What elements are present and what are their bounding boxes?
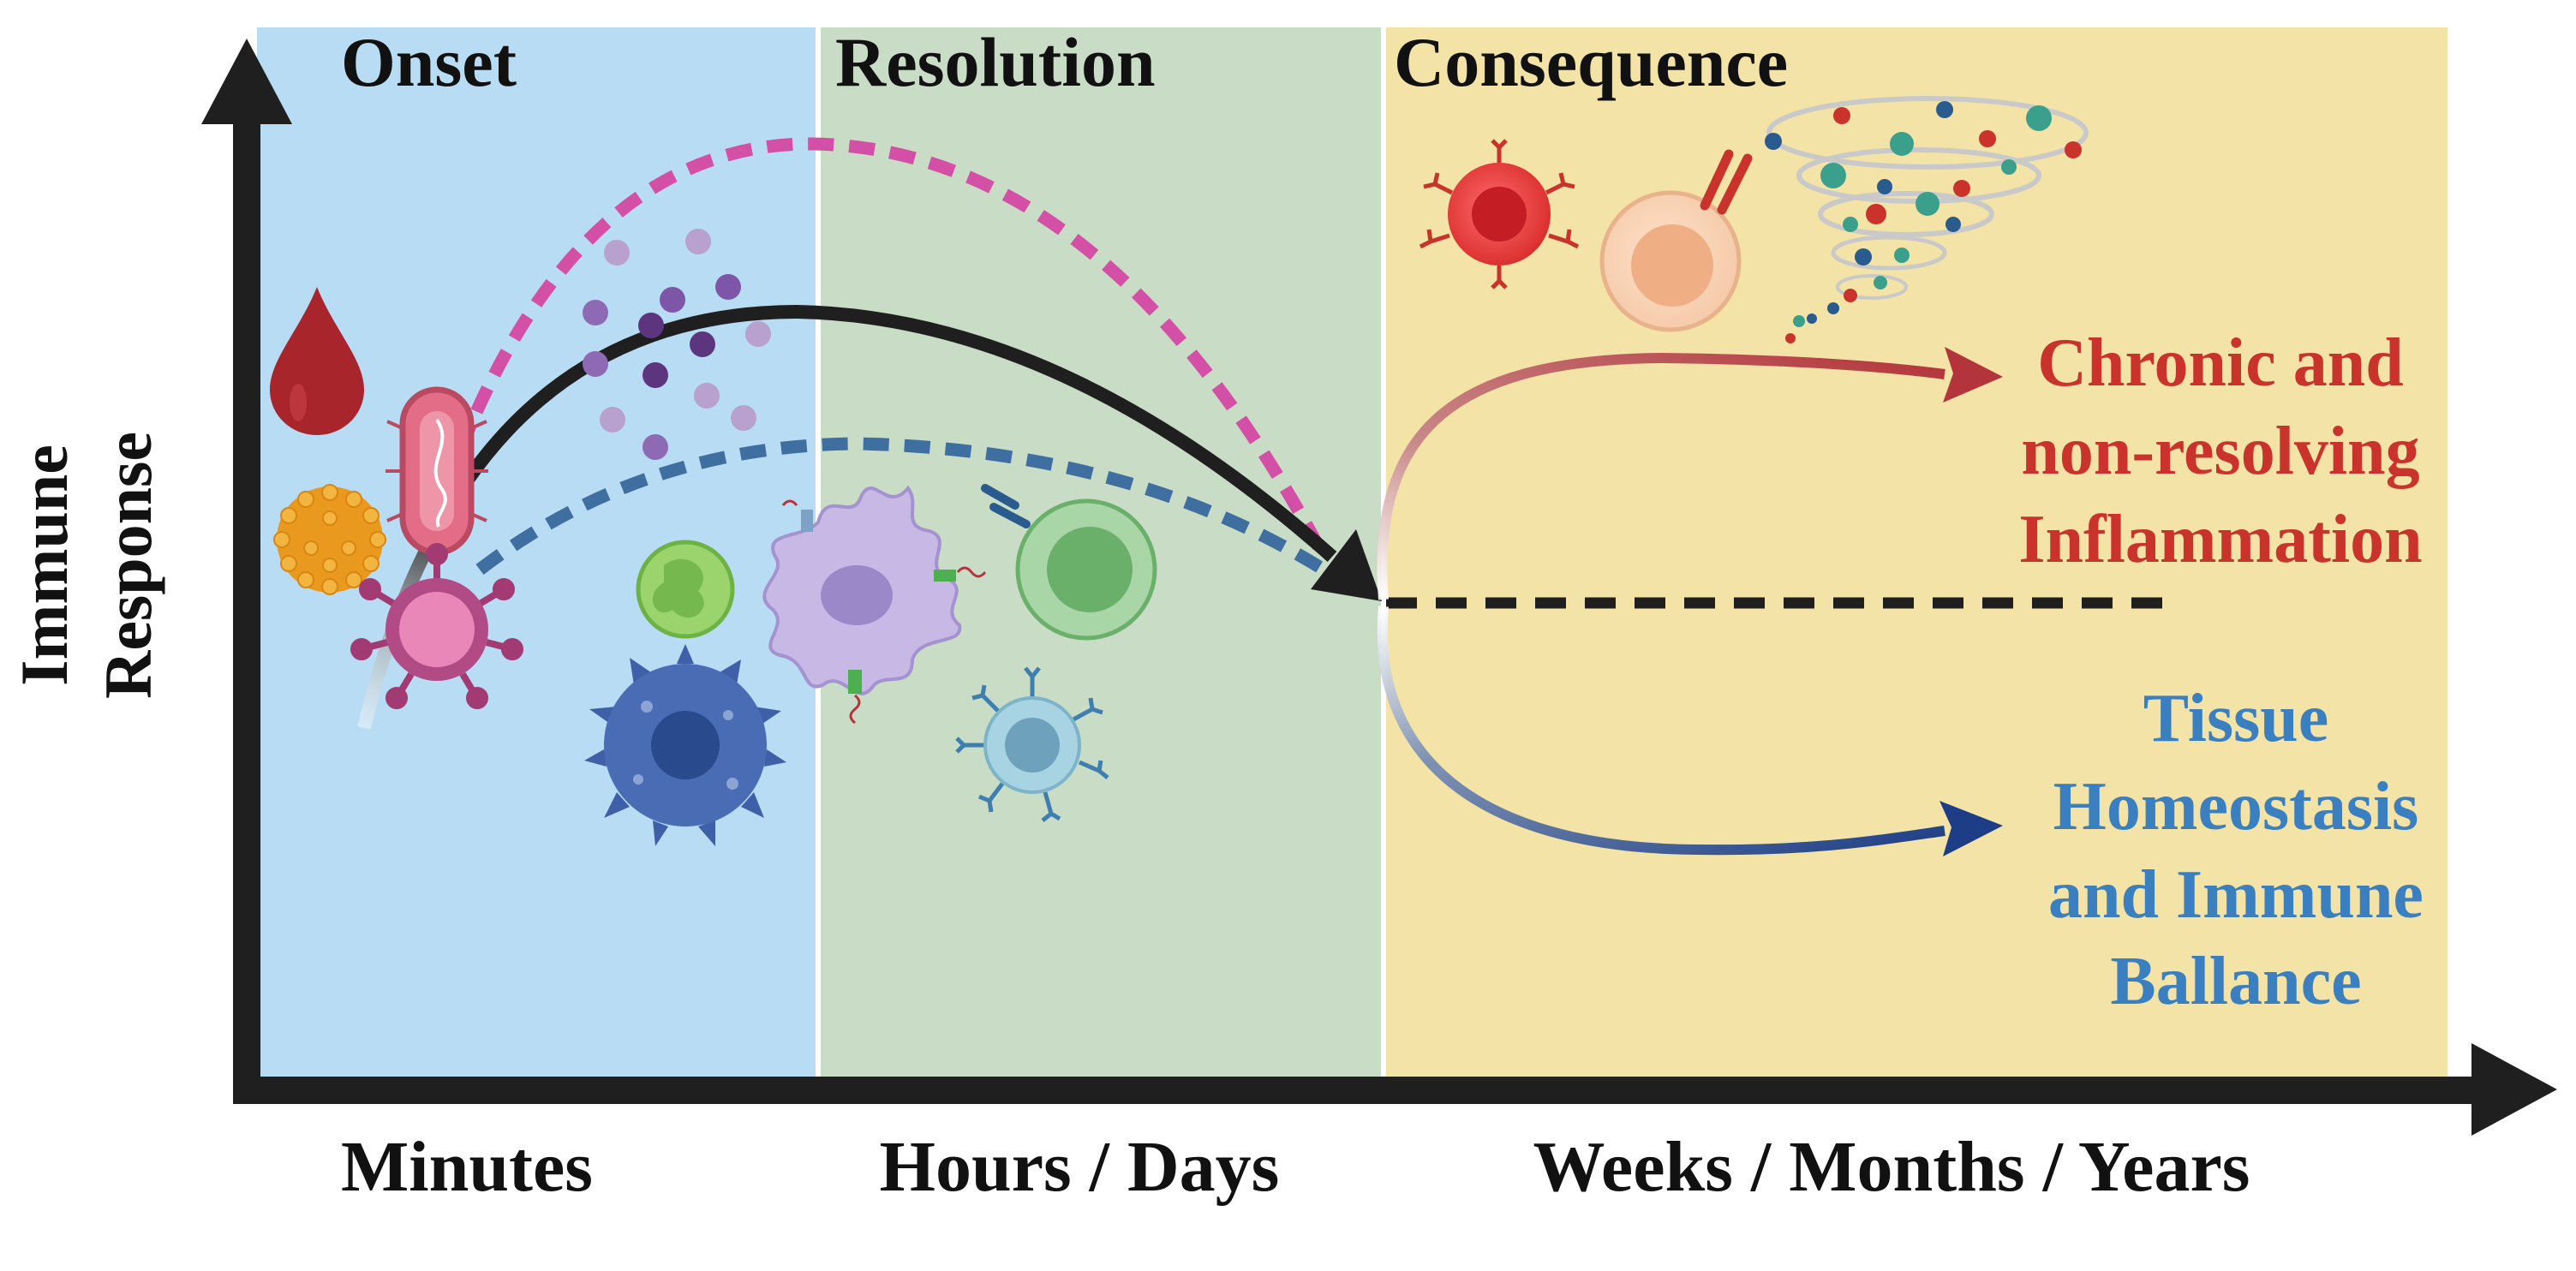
phase-label-resolution: Resolution: [835, 23, 1156, 101]
bacterium-icon: [386, 386, 488, 556]
homeostasis-arrowhead: [1939, 801, 2003, 856]
y-axis-label-line1: Immune: [7, 445, 81, 686]
y-axis-arrowhead: [201, 39, 292, 124]
pink-dashed-curve: [426, 137, 1325, 552]
y-axis-label-line2: Response: [91, 432, 165, 699]
virus-icon: [350, 543, 523, 709]
homeostasis-label-line2: Homeostasis: [2053, 769, 2419, 844]
homeostasis-label-line3: and Immune: [2048, 857, 2424, 933]
neutrophil-icon: [636, 540, 735, 639]
phase-label-onset: Onset: [341, 23, 517, 101]
x-axis-line: [233, 1077, 2482, 1104]
x-axis-arrowhead: [2471, 1043, 2557, 1136]
chronic-label-line2: non-resolving: [2021, 414, 2419, 489]
peach-immune-cell-icon: [1599, 149, 1753, 332]
t-cell-icon: [955, 666, 1109, 822]
phase-label-consequence: Consequence: [1394, 23, 1788, 101]
y-axis-line: [233, 111, 260, 1092]
homeostasis-label-line4: Ballance: [2110, 944, 2361, 1019]
macrophage-icon: [762, 485, 962, 695]
chronic-label-line3: Inflammation: [2018, 502, 2422, 577]
x-axis-tick-weeks-months-years: Weeks / Months / Years: [1533, 1127, 2250, 1207]
blue-dashed-curve: [475, 437, 1327, 576]
chronic-label-line1: Chronic and: [2037, 325, 2404, 401]
chronic-arrow: [1377, 352, 1945, 600]
red-immune-cell-icon: [1419, 139, 1580, 289]
dendritic-cell-icon: [584, 644, 786, 846]
pollen-icon: [273, 484, 386, 595]
b-cell-icon: [981, 484, 1157, 641]
x-axis-tick-hours-days: Hours / Days: [880, 1127, 1280, 1207]
receptor-small: [781, 499, 987, 725]
x-axis-tick-minutes: Minutes: [341, 1127, 593, 1207]
main-curve-arrowhead: [1311, 529, 1382, 601]
homeostasis-arrow: [1377, 606, 1945, 856]
cytokine-particles-icon: [583, 229, 771, 460]
cytokine-storm-icon: [1765, 96, 2089, 343]
homeostasis-label-line1: Tissue: [2143, 681, 2328, 756]
blood-drop-icon: [270, 287, 364, 435]
chronic-arrowhead: [1943, 347, 2003, 403]
